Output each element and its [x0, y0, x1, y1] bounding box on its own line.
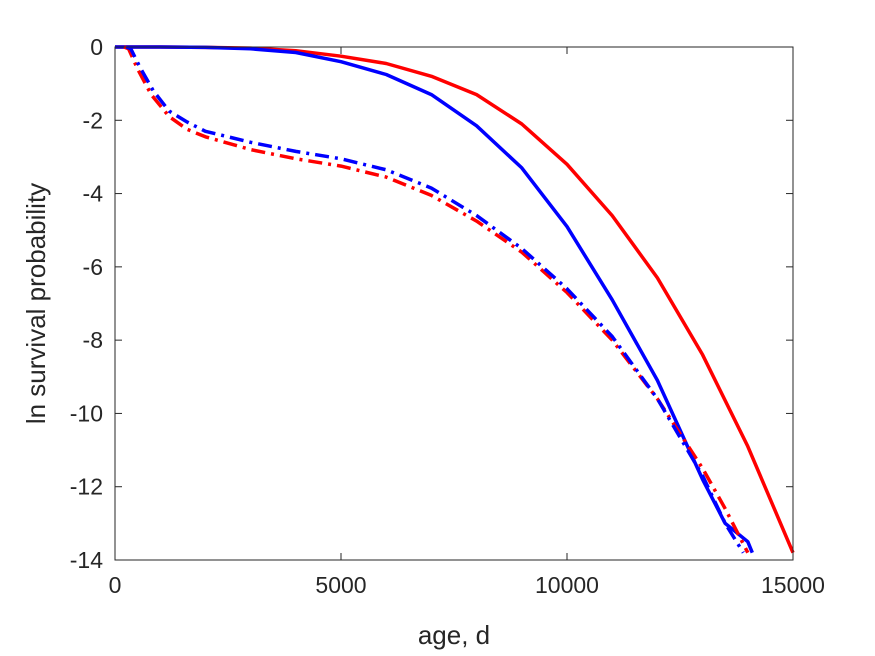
plot-box	[114, 46, 794, 561]
series-line-2	[115, 45, 754, 554]
y-tick-label: -8	[83, 327, 103, 353]
series-lines	[115, 45, 795, 554]
y-axis-label: ln survival probability	[21, 183, 51, 424]
y-tick-label: -4	[83, 181, 104, 207]
x-tick-label: 15000	[761, 572, 825, 598]
y-tick-label: -10	[70, 400, 103, 426]
x-axis-label: age, d	[418, 620, 490, 650]
y-tick-label: -6	[83, 254, 103, 280]
series-line-4	[125, 45, 745, 554]
y-tick-label: -12	[70, 474, 103, 500]
tick-labels: 0 5000 10000 15000 0 -2 -4 -6 -8 -10 -12 -14	[70, 34, 825, 598]
x-tick-label: 5000	[315, 572, 366, 598]
series-line-3	[123, 45, 750, 554]
y-tick-label: -2	[83, 107, 103, 133]
tick-marks	[114, 46, 794, 561]
y-tick-label: 0	[90, 34, 103, 60]
y-tick-label: -14	[70, 547, 103, 573]
x-tick-label: 10000	[535, 572, 599, 598]
series-line-1	[115, 45, 795, 554]
x-tick-label: 0	[109, 572, 122, 598]
